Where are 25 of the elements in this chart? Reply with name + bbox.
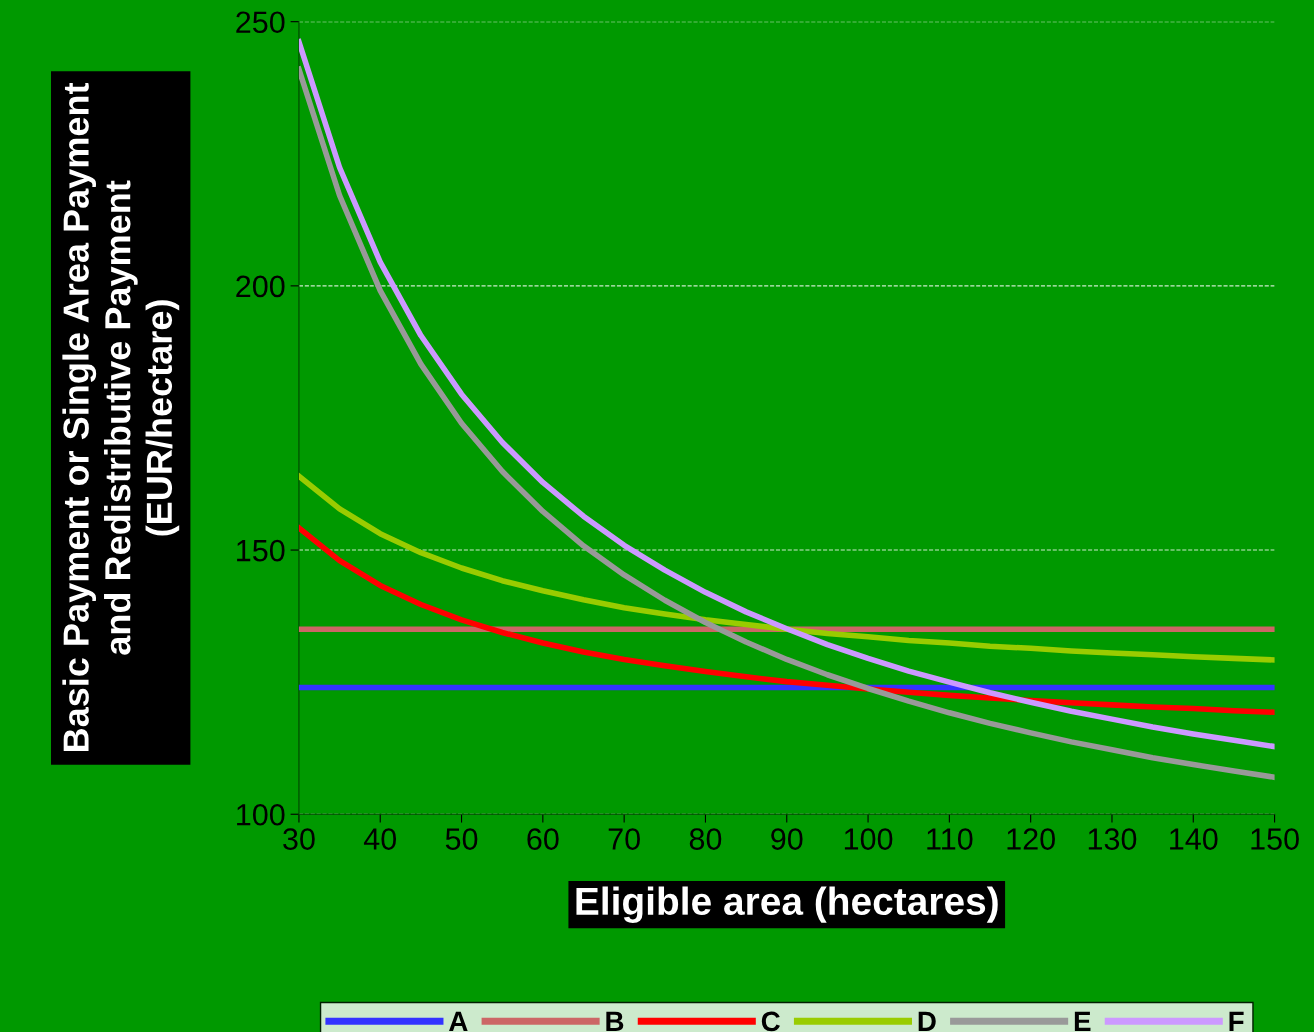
x-axis-title: Eligible area (hectares) [576, 886, 998, 923]
y-tick-label: 250 [236, 11, 285, 34]
legend-label: D [918, 1011, 936, 1031]
x-tick-label: 130 [1088, 828, 1137, 850]
x-tick-label: 60 [527, 828, 559, 850]
legend-label: B [606, 1011, 624, 1031]
legend-label: C [761, 1011, 780, 1032]
x-tick-label: 90 [771, 828, 803, 850]
y-axis-title: Basic Payment or Single Area Payment and Redistributive Payment (EUR/hectare) [62, 82, 180, 752]
y-tick-label: 100 [237, 803, 285, 826]
x-tick-label: 30 [283, 828, 315, 850]
x-tick-label: 50 [445, 828, 478, 850]
x-tick-label: 70 [608, 828, 640, 850]
y-tick-label: 150 [237, 539, 285, 562]
x-tick-label: 140 [1170, 828, 1218, 850]
legend-label: E [1074, 1011, 1091, 1031]
x-tick-label: 80 [689, 828, 722, 850]
x-tick-label: 40 [363, 828, 397, 850]
legend-label: F [1229, 1011, 1244, 1031]
x-tick-label: 100 [844, 828, 893, 850]
x-tick-label: 120 [1007, 828, 1055, 850]
x-tick-label: 110 [927, 828, 973, 850]
y-tick-label: 200 [236, 275, 285, 298]
x-tick-label: 150 [1251, 828, 1299, 850]
legend-label: A [449, 1011, 468, 1031]
